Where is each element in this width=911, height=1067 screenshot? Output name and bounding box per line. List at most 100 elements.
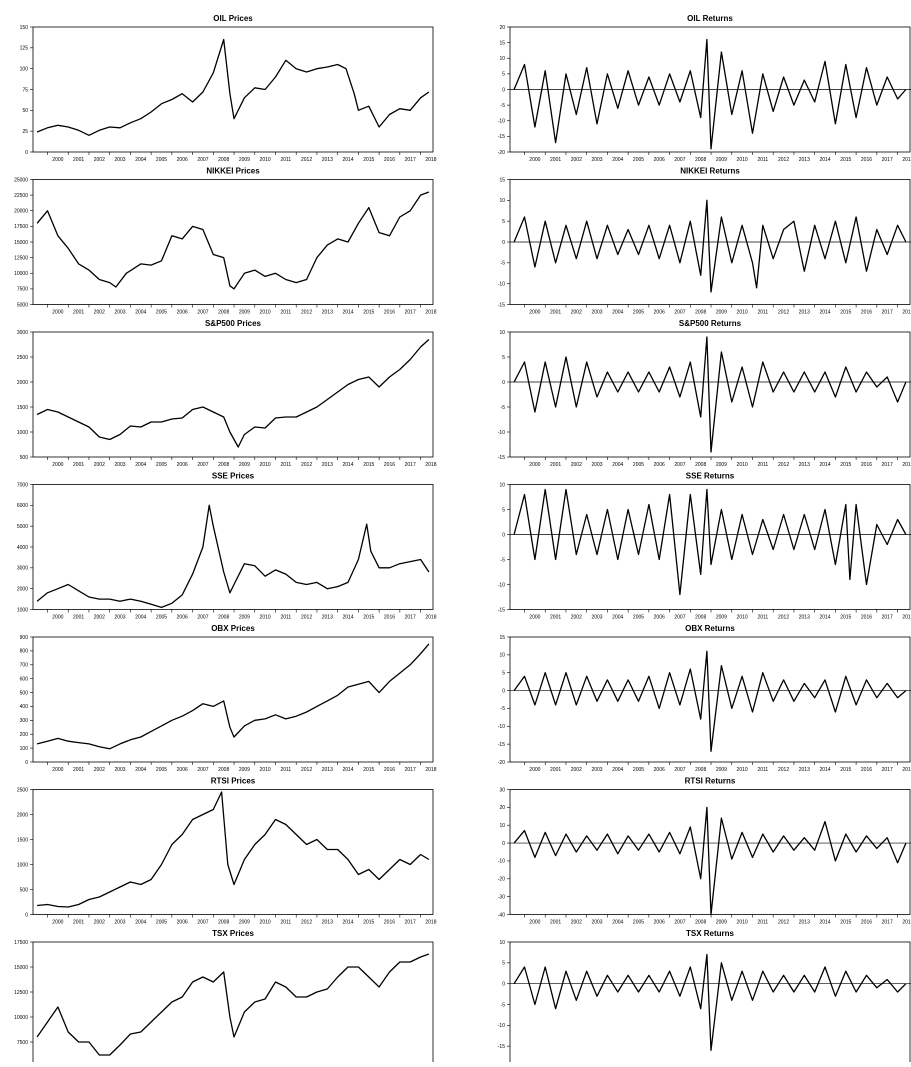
rtsi-returns-xtick-label: 2002 — [571, 920, 582, 926]
obx-prices-xtick-label: 2007 — [197, 767, 208, 773]
sse-returns-ytick-label: 0 — [502, 532, 505, 538]
rtsi-prices-xtick-label: 2018 — [425, 920, 436, 926]
obx-prices-xtick-label: 2006 — [177, 767, 188, 773]
rtsi-returns-xtick-label: 2015 — [840, 920, 851, 926]
rtsi-prices-ytick-label: 2500 — [17, 787, 28, 793]
obx-returns-xtick-label: 2003 — [591, 767, 602, 773]
oil-prices-xtick-label: 2006 — [177, 157, 188, 163]
nikkei-prices-xtick-label: 2002 — [94, 310, 105, 316]
rtsi-prices-frame — [32, 789, 434, 915]
nikkei-returns-xtick-label: 2009 — [716, 310, 727, 316]
obx-prices-xtick-label: 2001 — [73, 767, 84, 773]
sse-returns-xtick-label: 2002 — [571, 615, 582, 621]
obx-returns-title: OBX Returns — [685, 624, 735, 633]
nikkei-prices-ytick-label: 7500 — [17, 287, 28, 293]
nikkei-returns-xtick-label: 2006 — [654, 310, 665, 316]
tsx-returns-ytick-label: -15 — [498, 1044, 505, 1050]
obx-returns-xtick-label: 2011 — [757, 767, 768, 773]
sse-prices-xtick-label: 2002 — [94, 615, 105, 621]
sse-prices-xtick-label: 2012 — [301, 615, 312, 621]
sse-returns-xtick-label: 2007 — [674, 615, 685, 621]
tsx-prices-ytick-label: 15000 — [14, 965, 28, 971]
nikkei-prices-chart: NIKKEI Prices 5000 7500 10000 12500 15000 1750… — [14, 167, 437, 316]
tsx-returns-ytick-label: -10 — [498, 1023, 505, 1029]
nikkei-returns-xtick-label: 2011 — [757, 310, 768, 316]
sp500-returns-xtick-label: 2004 — [612, 462, 623, 468]
nikkei-prices-xtick-label: 2007 — [197, 310, 208, 316]
oil-returns-xtick-label: 2008 — [695, 157, 706, 163]
sse-returns-frame — [509, 484, 911, 610]
sp500-prices-frame — [32, 331, 434, 458]
obx-returns-xtick-label: 2018 — [902, 767, 911, 773]
oil-returns-ytick-label: -10 — [498, 119, 505, 125]
rtsi-returns-ytick-label: 20 — [499, 805, 505, 811]
nikkei-returns-ytick-label: 10 — [499, 198, 505, 204]
sse-returns-xtick-label: 2003 — [591, 615, 602, 621]
nikkei-prices-title: NIKKEI Prices — [206, 167, 260, 176]
nikkei-returns-xtick-label: 2003 — [591, 310, 602, 316]
sp500-prices-xtick-label: 2009 — [239, 462, 250, 468]
sp500-prices-xtick-label: 2008 — [218, 462, 229, 468]
obx-returns-xtick-label: 2007 — [674, 767, 685, 773]
sp500-prices-xtick-label: 2006 — [177, 462, 188, 468]
obx-prices-xtick-label: 2010 — [260, 767, 271, 773]
rtsi-returns-xtick-label: 2013 — [799, 920, 810, 926]
tsx-prices-ytick-label: 12500 — [14, 990, 28, 996]
nikkei-returns-chart: NIKKEI Returns -15 -10 -5 0 5 10 15 2000 2001 2002… — [498, 167, 911, 316]
sp500-returns-xtick-label: 2014 — [819, 462, 830, 468]
tsx-returns-ytick-label: -5 — [501, 1002, 506, 1008]
rtsi-returns-title: RTSI Returns — [685, 777, 736, 786]
obx-returns-ytick-label: -5 — [501, 706, 506, 712]
nikkei-prices-ytick-label: 10000 — [14, 271, 28, 277]
rtsi-returns-xtick-label: 2005 — [633, 920, 644, 926]
sse-prices-xtick-label: 2011 — [280, 615, 291, 621]
obx-prices-xtick-label: 2008 — [218, 767, 229, 773]
sp500-returns-xtick-label: 2009 — [716, 462, 727, 468]
sp500-returns-xtick-label: 2011 — [757, 462, 768, 468]
obx-prices-xtick-label: 2003 — [114, 767, 125, 773]
nikkei-returns-xtick-label: 2012 — [778, 310, 789, 316]
sp500-prices-series-line — [36, 339, 430, 448]
sse-prices-xtick-label: 2017 — [405, 615, 416, 621]
obx-returns-ytick-label: 5 — [502, 671, 505, 677]
oil-returns-xtick-label: 2001 — [550, 157, 561, 163]
obx-prices-ytick-label: 100 — [20, 746, 29, 752]
obx-prices-ytick-label: 0 — [25, 760, 28, 766]
oil-prices-xtick-label: 2002 — [94, 157, 105, 163]
obx-prices-ytick-label: 900 — [20, 635, 29, 641]
sse-returns-title: SSE Returns — [686, 472, 735, 481]
rtsi-returns-ytick-label: -10 — [498, 859, 505, 865]
sp500-returns-series-line — [513, 336, 907, 453]
rtsi-returns-xtick-label: 2000 — [529, 920, 540, 926]
rtsi-returns-xtick-label: 2018 — [902, 920, 911, 926]
obx-returns-xtick-label: 2008 — [695, 767, 706, 773]
sse-returns-xtick-label: 2001 — [550, 615, 561, 621]
nikkei-returns-xtick-label: 2015 — [840, 310, 851, 316]
nikkei-returns-ytick-label: 5 — [502, 219, 505, 225]
oil-prices-ytick-label: 25 — [22, 129, 28, 135]
sse-prices-series-line — [36, 504, 430, 609]
sp500-returns-ytick-label: 5 — [502, 355, 505, 361]
nikkei-prices-ytick-label: 15000 — [14, 240, 28, 246]
sp500-returns-ytick-label: -10 — [498, 430, 505, 436]
obx-returns-xtick-label: 2016 — [861, 767, 872, 773]
sse-returns-ytick-label: -5 — [501, 557, 506, 563]
sp500-returns-chart: S&P500 Returns -15 -10 -5 0 5 10 2000 2001 2002 20… — [498, 319, 911, 468]
oil-prices-xtick-label: 2008 — [218, 157, 229, 163]
rtsi-returns-xtick-label: 2011 — [757, 920, 768, 926]
sse-returns-xtick-label: 2008 — [695, 615, 706, 621]
sp500-prices-xtick-label: 2012 — [301, 462, 312, 468]
oil-returns-xtick-label: 2014 — [819, 157, 830, 163]
oil-prices-xtick-label: 2016 — [384, 157, 395, 163]
obx-prices-ytick-label: 300 — [20, 718, 29, 724]
rtsi-prices-xtick-label: 2004 — [135, 920, 146, 926]
oil-prices-ytick-label: 150 — [20, 25, 29, 31]
rtsi-prices-xtick-label: 2011 — [280, 920, 291, 926]
sp500-prices-ytick-label: 2500 — [17, 355, 28, 361]
sse-prices-xtick-label: 2015 — [363, 615, 374, 621]
sse-returns-xtick-label: 2018 — [902, 615, 911, 621]
oil-prices-chart: OIL Prices 0 25 50 75 100 125 150 2000 2001 2002 20… — [20, 14, 437, 163]
oil-returns-series-line — [513, 38, 907, 150]
sp500-prices-xtick-label: 2010 — [260, 462, 271, 468]
tsx-returns-series-line — [513, 953, 907, 1051]
